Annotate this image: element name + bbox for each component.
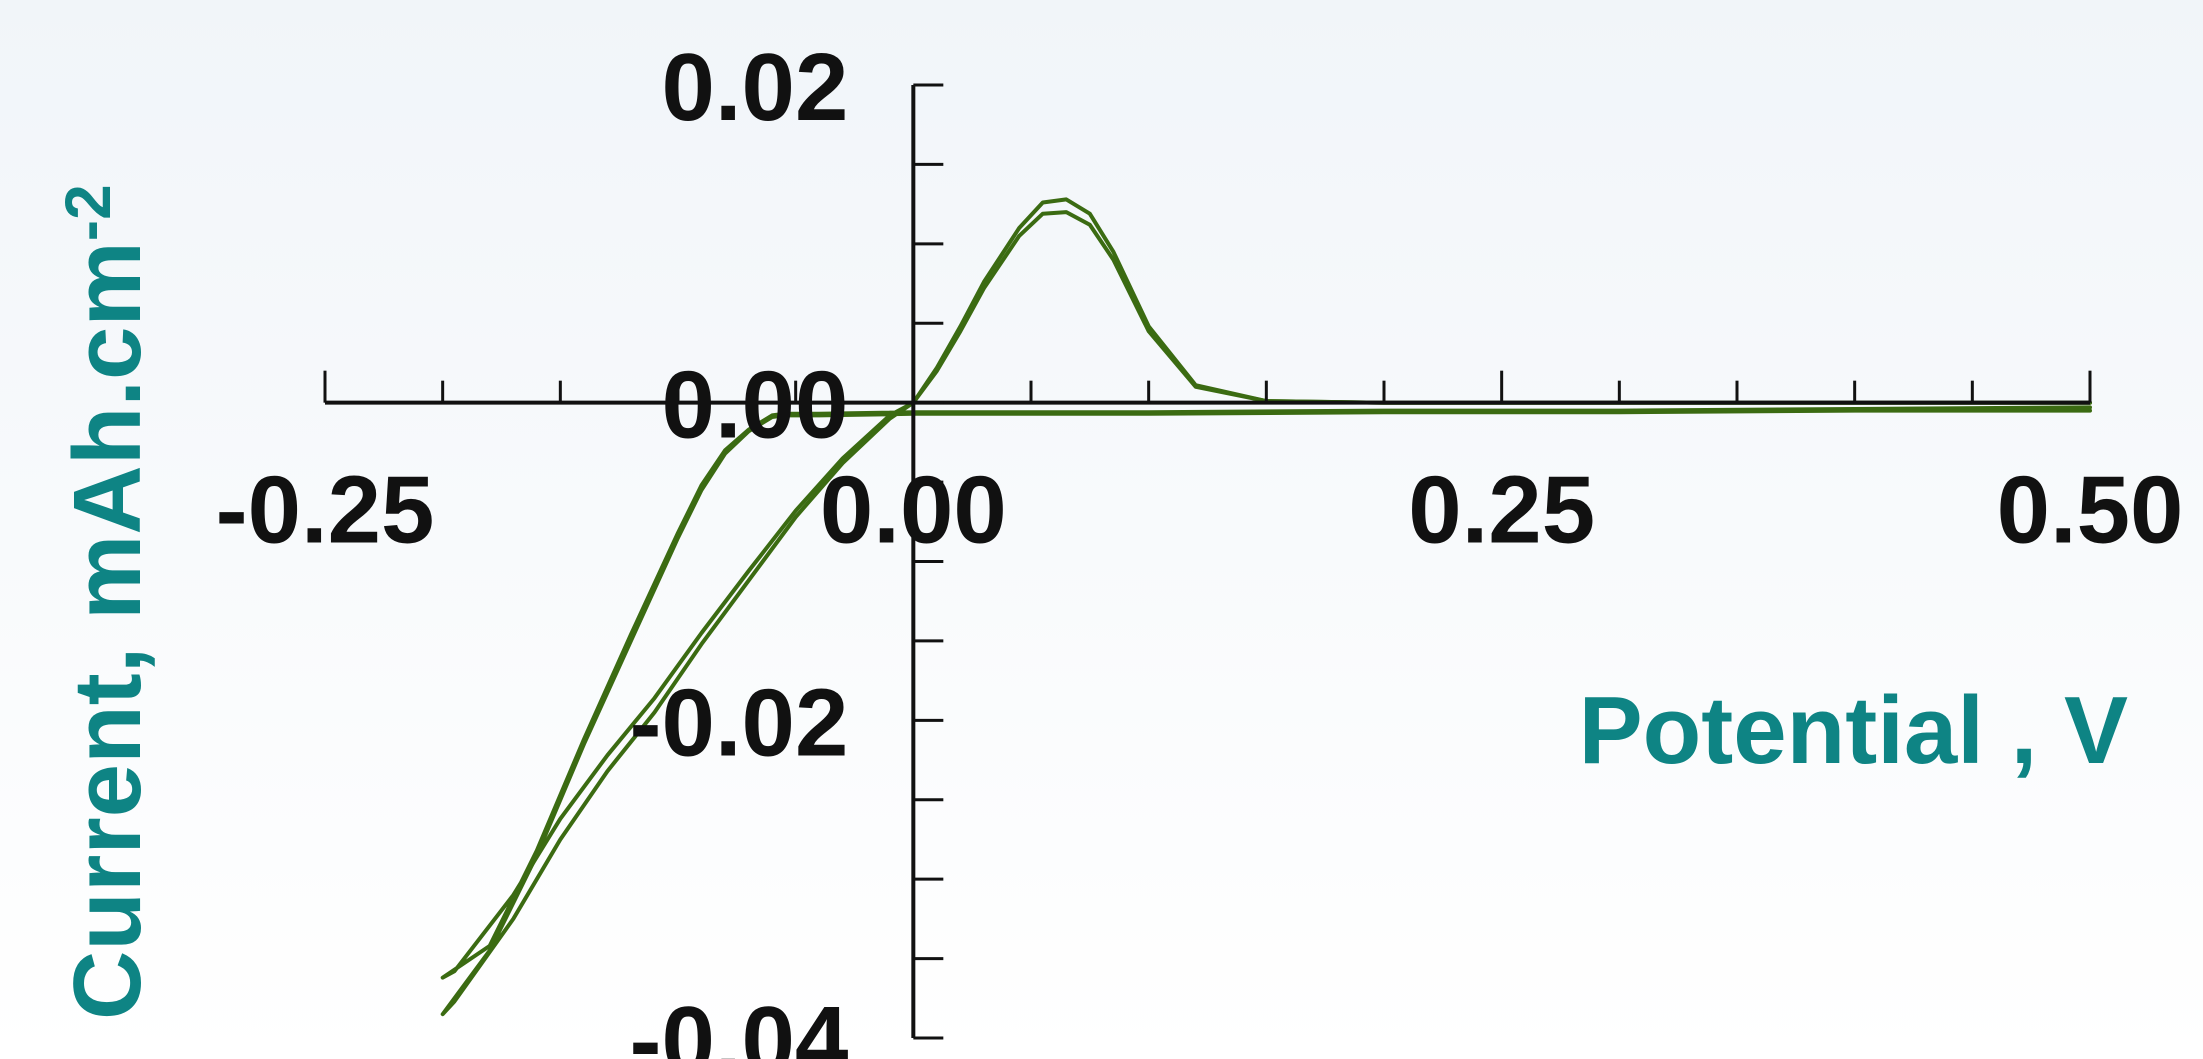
x-tick-label: 0.00 [820, 457, 1007, 564]
y-tick-label: 0.00 [661, 352, 848, 459]
labels-layer: -0.25 0.00 0.25 0.50 0.02 0.00 -0.02 -0.04 [216, 34, 2184, 1059]
x-ticks [323, 370, 2092, 403]
x-tick-label: 0.25 [1408, 457, 1595, 564]
y-tick-label: -0.02 [630, 669, 849, 776]
y-axis-title: Current, mAh.cm-2 [52, 184, 161, 1020]
axes-layer [323, 83, 2092, 1040]
y-ticks [913, 83, 944, 1040]
series-layer [440, 197, 2092, 1017]
x-tick-label: -0.25 [216, 457, 435, 564]
series-line-2 [440, 197, 2092, 980]
y-tick-label: -0.04 [630, 987, 849, 1059]
y-axis-title-main: Current, mAh.cm [54, 241, 161, 1020]
y-tick-label: 0.02 [661, 34, 848, 141]
x-axis-title: Potential , V [1579, 677, 2128, 784]
x-tick-label: 0.50 [1997, 457, 2184, 564]
y-axis-title-superscript: -2 [52, 184, 124, 241]
series-line-1 [440, 210, 2092, 1017]
